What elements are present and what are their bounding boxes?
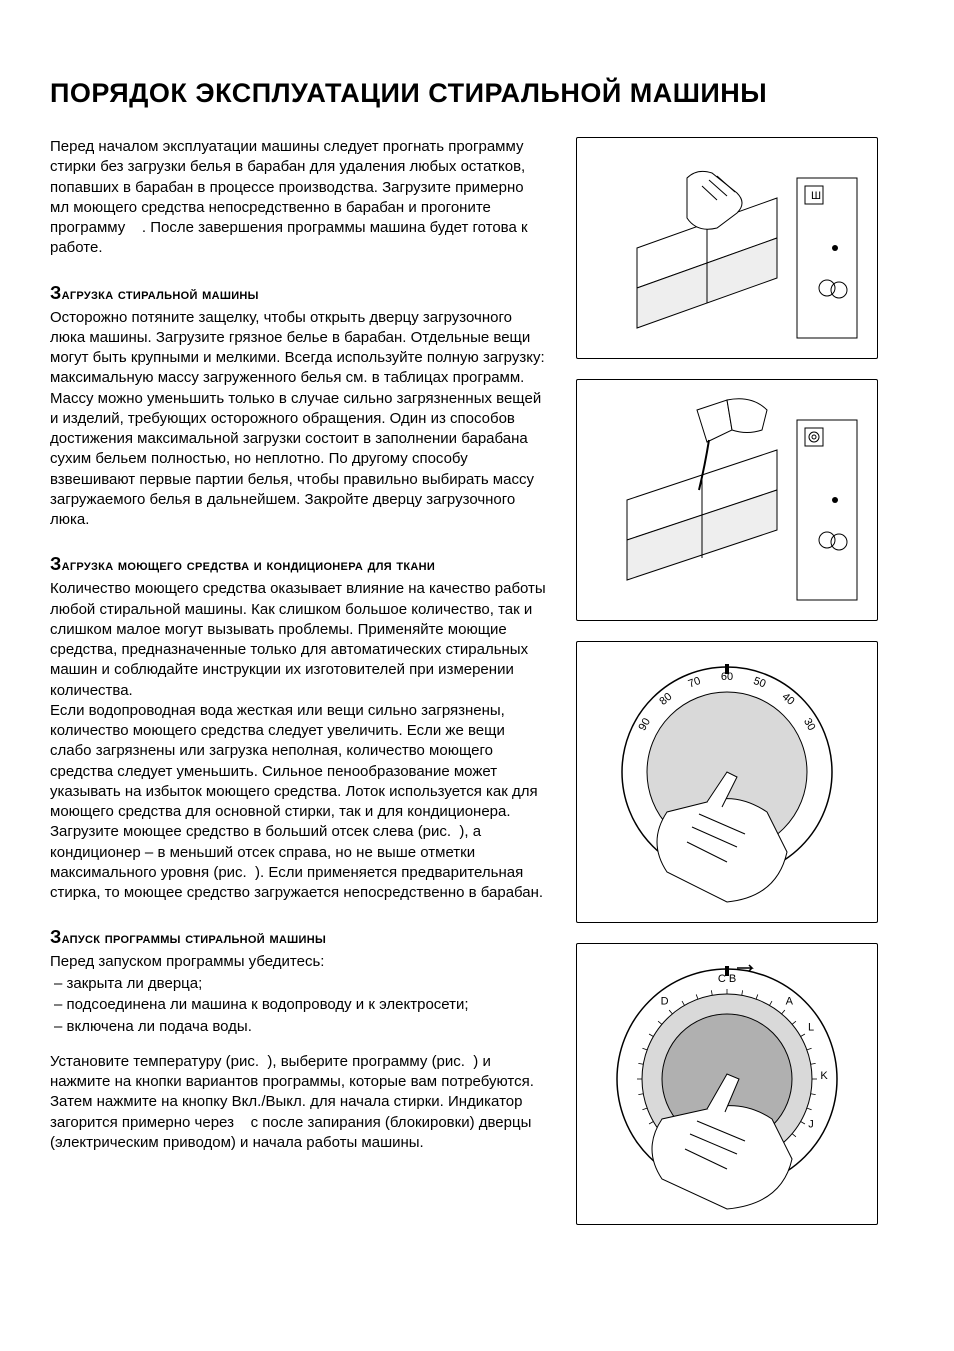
- intro-paragraph: Перед началом эксплуатации машины следуе…: [50, 137, 550, 259]
- heading-cap: З: [50, 927, 62, 947]
- content-row: Перед началом эксплуатации машины следуе…: [50, 137, 904, 1225]
- svg-text:50: 50: [752, 675, 768, 690]
- left-column: Перед началом эксплуатации машины следуе…: [50, 137, 550, 1225]
- svg-text:80: 80: [657, 691, 674, 708]
- prog-dial-svg: D C B A L K J: [577, 944, 877, 1224]
- body-start: Установите температуру (рис. ), выберите…: [50, 1052, 550, 1153]
- body-detergent: Количество моющего средства оказывает вл…: [50, 579, 550, 903]
- heading-cap: З: [50, 554, 62, 574]
- checklist-item: – подсоединена ли машина к водопроводу и…: [50, 994, 550, 1016]
- svg-text:90: 90: [636, 716, 653, 733]
- svg-text:Ш: Ш: [811, 190, 821, 202]
- heading-loading: Загрузка стиральной машины: [50, 283, 550, 304]
- start-intro: Перед запуском программы убедитесь:: [50, 952, 550, 972]
- svg-text:60: 60: [721, 671, 733, 683]
- heading-start: Запуск программы стиральной машины: [50, 927, 550, 948]
- body-loading: Осторожно потяните защелку, чтобы открыт…: [50, 308, 550, 531]
- svg-text:L: L: [808, 1022, 814, 1034]
- checklist-item: – включена ли подача воды.: [50, 1016, 550, 1038]
- svg-text:D: D: [661, 996, 669, 1008]
- svg-text:C B: C B: [718, 973, 736, 985]
- figure-program-dial: D C B A L K J: [576, 943, 878, 1225]
- figure-temperature-dial: 9080 70 60 50 4030: [576, 641, 878, 923]
- svg-text:40: 40: [780, 691, 797, 708]
- heading-rest: апуск программы стиральной машины: [62, 930, 326, 947]
- checklist-item: – закрыта ли дверца;: [50, 973, 550, 995]
- temp-dial-svg: 9080 70 60 50 4030: [577, 642, 877, 922]
- svg-text:30: 30: [801, 716, 818, 733]
- svg-text:A: A: [786, 996, 794, 1008]
- figure-drawer-pour: [576, 379, 878, 621]
- figure-drawer-open: Ш: [576, 137, 878, 359]
- start-checklist: – закрыта ли дверца;– подсоединена ли ма…: [50, 973, 550, 1038]
- pour-svg: [577, 380, 877, 620]
- svg-text:J: J: [808, 1119, 814, 1131]
- right-column: Ш: [576, 137, 904, 1225]
- heading-rest: агрузка моющего средства и кондиционера …: [62, 557, 436, 574]
- svg-text:70: 70: [687, 675, 703, 690]
- heading-cap: З: [50, 283, 62, 303]
- svg-text:K: K: [820, 1070, 828, 1082]
- drawer-svg: Ш: [577, 138, 877, 358]
- heading-rest: агрузка стиральной машины: [62, 286, 259, 303]
- heading-detergent: Загрузка моющего средства и кондиционера…: [50, 554, 550, 575]
- page-title: ПОРЯДОК ЭКСПЛУАТАЦИИ СТИРАЛЬНОЙ МАШИНЫ: [50, 78, 904, 109]
